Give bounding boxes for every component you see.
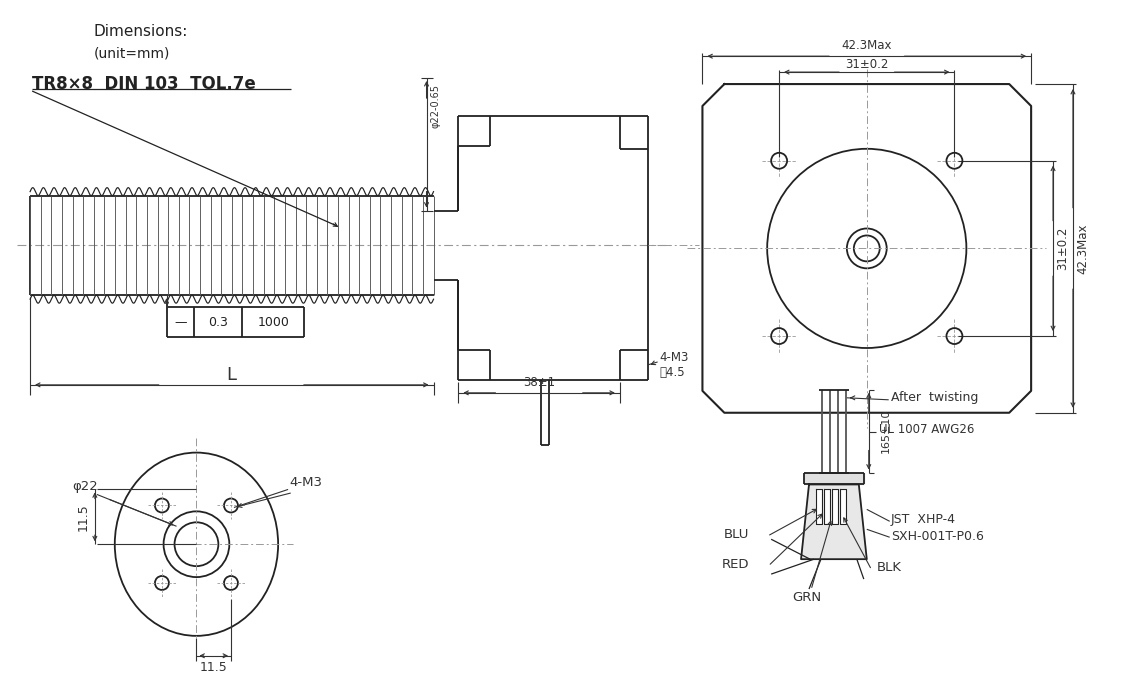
Text: Dimensions:: Dimensions: bbox=[94, 24, 188, 38]
Polygon shape bbox=[804, 473, 864, 484]
Text: φ22: φ22 bbox=[72, 480, 98, 493]
Text: 11.5: 11.5 bbox=[76, 503, 90, 531]
Text: 11.5: 11.5 bbox=[200, 662, 228, 674]
Text: 4-M3: 4-M3 bbox=[659, 351, 689, 365]
Text: 1000: 1000 bbox=[257, 316, 289, 328]
Text: BLK: BLK bbox=[877, 561, 901, 573]
Text: TR8×8  DIN 103  TOL.7e: TR8×8 DIN 103 TOL.7e bbox=[33, 75, 256, 93]
Text: UL 1007 AWG26: UL 1007 AWG26 bbox=[879, 424, 974, 436]
Text: 42.3Max: 42.3Max bbox=[842, 38, 892, 52]
Polygon shape bbox=[816, 489, 822, 524]
Text: 38±1: 38±1 bbox=[524, 377, 555, 389]
Text: 深4.5: 深4.5 bbox=[659, 366, 685, 379]
Text: 42.3Max: 42.3Max bbox=[1076, 223, 1090, 274]
Text: 31±0.2: 31±0.2 bbox=[1056, 227, 1069, 270]
Text: SXH-001T-P0.6: SXH-001T-P0.6 bbox=[891, 530, 983, 542]
Text: BLU: BLU bbox=[724, 528, 749, 541]
Text: 4-M3: 4-M3 bbox=[289, 476, 323, 489]
Text: L: L bbox=[226, 366, 237, 384]
Text: 165±10: 165±10 bbox=[881, 409, 891, 454]
Text: JST  XHP-4: JST XHP-4 bbox=[891, 513, 956, 526]
Polygon shape bbox=[802, 484, 867, 559]
Text: After  twisting: After twisting bbox=[891, 391, 978, 405]
Text: (unit=mm): (unit=mm) bbox=[94, 46, 170, 60]
Text: 0.3: 0.3 bbox=[209, 316, 229, 328]
Text: RED: RED bbox=[722, 558, 749, 570]
Polygon shape bbox=[832, 489, 837, 524]
Polygon shape bbox=[824, 489, 830, 524]
Polygon shape bbox=[840, 489, 846, 524]
Text: —: — bbox=[174, 316, 187, 328]
Text: GRN: GRN bbox=[793, 591, 822, 603]
Text: φ22-0.65: φ22-0.65 bbox=[430, 84, 441, 128]
Text: 31±0.2: 31±0.2 bbox=[845, 57, 889, 71]
